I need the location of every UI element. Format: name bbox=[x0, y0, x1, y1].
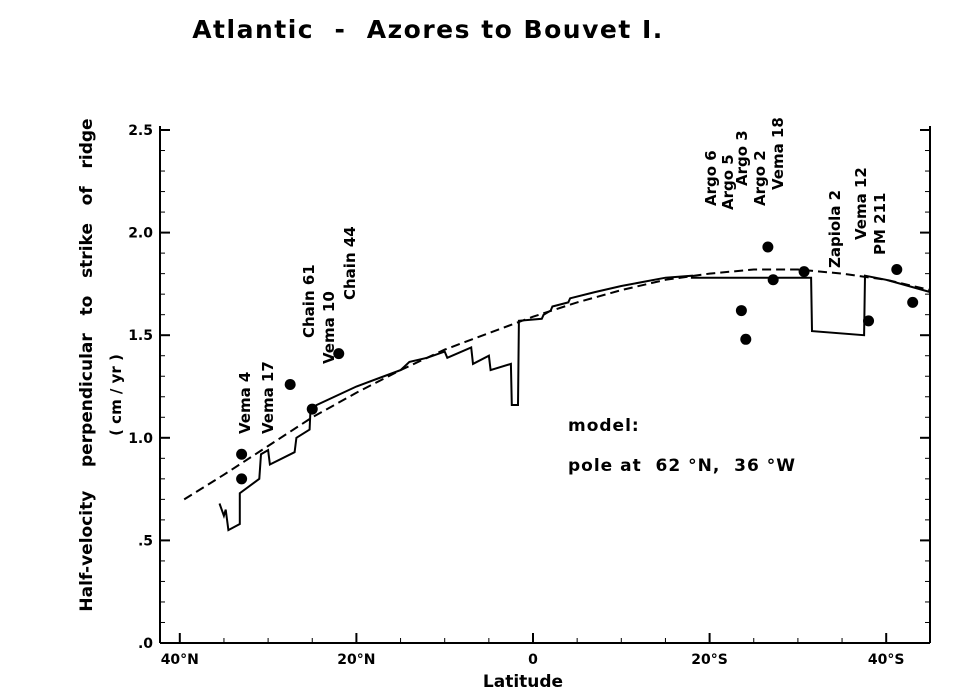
point-label: Argo 2 bbox=[751, 150, 769, 206]
y-ticks: .0 .5 1.0 1.5 2.0 2.5 bbox=[128, 123, 930, 652]
data-point bbox=[236, 448, 248, 460]
point-label: Vema 4 bbox=[236, 372, 254, 434]
y-tick-label: 2.0 bbox=[128, 226, 153, 242]
data-point bbox=[306, 403, 318, 415]
y-tick-label: 2.5 bbox=[128, 123, 153, 139]
point-label: PM 211 bbox=[871, 193, 889, 255]
data-point bbox=[735, 305, 747, 317]
x-axis-title: Latitude bbox=[483, 672, 563, 692]
data-point bbox=[236, 473, 248, 485]
point-label: Vema 12 bbox=[852, 167, 870, 240]
data-point bbox=[284, 378, 296, 390]
y-axis-title: Half-velocity perpendicular to strike of… bbox=[77, 118, 97, 611]
x-tick-label: 40°S bbox=[868, 652, 905, 668]
point-label: Argo 3 bbox=[733, 130, 751, 186]
point-label: Argo 6 bbox=[702, 150, 720, 206]
y-tick-label: 1.0 bbox=[128, 431, 153, 447]
y-tick-label: .5 bbox=[138, 533, 153, 549]
y-tick-label: 1.5 bbox=[128, 328, 153, 344]
data-point bbox=[863, 315, 875, 327]
point-label: Vema 17 bbox=[259, 361, 277, 434]
chart-title: Atlantic - Azores to Bouvet I. bbox=[192, 15, 664, 44]
data-point bbox=[891, 264, 903, 276]
data-points bbox=[236, 241, 919, 485]
data-point bbox=[798, 266, 810, 278]
data-point bbox=[907, 296, 919, 308]
point-label: Chain 61 bbox=[300, 264, 318, 338]
data-point bbox=[740, 333, 752, 345]
x-tick-label: 20°N bbox=[337, 652, 375, 668]
point-label: Chain 44 bbox=[341, 226, 359, 300]
x-tick-label: 40°N bbox=[161, 652, 199, 668]
x-ticks: 40°N 20°N 0 20°S 40°S bbox=[161, 633, 905, 668]
data-point bbox=[767, 274, 779, 286]
data-point bbox=[333, 348, 345, 360]
model-pole-text: pole at 62 °N, 36 °W bbox=[568, 456, 796, 476]
x-tick-label: 20°S bbox=[691, 652, 728, 668]
model-label: model: bbox=[568, 416, 640, 436]
observed-profile-solid bbox=[218, 274, 931, 532]
y-tick-label: .0 bbox=[138, 636, 153, 652]
point-label: Vema 10 bbox=[320, 291, 338, 364]
point-label: Vema 18 bbox=[769, 117, 787, 190]
point-label: Argo 5 bbox=[719, 154, 737, 210]
model-curve-dashed bbox=[183, 268, 931, 501]
series bbox=[183, 268, 931, 532]
data-point bbox=[762, 241, 774, 253]
point-label: Zapiola 2 bbox=[826, 190, 844, 268]
x-tick-label: 0 bbox=[528, 652, 538, 668]
y-axis-units: ( cm / yr ) bbox=[107, 354, 125, 436]
